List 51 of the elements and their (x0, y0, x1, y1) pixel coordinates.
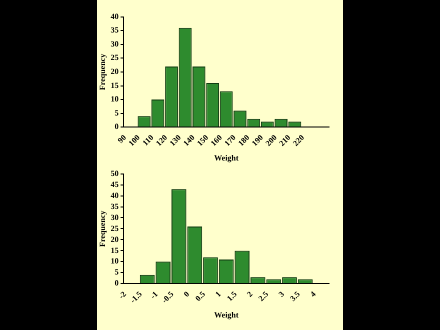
y-tick-label: 35 (110, 202, 119, 211)
x-tick-label: 3.5 (288, 290, 302, 303)
x-axis-title: Weight (214, 310, 239, 320)
y-tick-label: 20 (110, 234, 119, 244)
x-tick-label: 170 (222, 133, 238, 148)
x-tick-label: 3 (276, 290, 286, 299)
y-tick-label: 45 (110, 180, 119, 189)
x-tick-label: 140 (182, 133, 196, 148)
y-tick-label: 0 (114, 278, 119, 288)
x-tick-label: 4 (308, 290, 318, 299)
y-tick-label: 25 (110, 224, 119, 233)
y-tick-label: 25 (110, 53, 119, 62)
y-tick-label: 30 (110, 212, 119, 222)
x-tick-label: 90 (116, 133, 128, 146)
x-tick-label: 2 (245, 290, 254, 299)
y-tick-label: 35 (110, 26, 119, 35)
y-tick-label: 0 (114, 122, 119, 132)
x-axis-title: Weight (214, 153, 239, 162)
x-tick-label: 150 (195, 133, 210, 148)
y-tick-label: 10 (110, 94, 119, 104)
y-axis-title: Frequency (98, 54, 107, 90)
x-tick-label: 210 (277, 133, 292, 148)
x-tick-label: 0.5 (194, 290, 207, 303)
x-tick-label: 120 (154, 133, 170, 148)
x-tick-label: 220 (291, 133, 306, 148)
x-tick-label: 0 (182, 290, 192, 299)
x-tick-label: 160 (208, 133, 224, 148)
x-tick-label: 130 (168, 133, 183, 148)
x-tick-label: -2 (116, 290, 128, 301)
x-tick-label: 2.5 (256, 290, 270, 303)
y-tick-label: 40 (110, 12, 119, 21)
x-tick-label: 100 (126, 133, 142, 148)
x-tick-label: 1 (214, 290, 223, 299)
x-tick-label: -1.5 (128, 290, 144, 305)
y-tick-label: 10 (110, 256, 119, 266)
x-tick-label: 180 (236, 133, 252, 148)
y-axis-title: Frequency (98, 210, 107, 247)
x-tick-label: -0.5 (160, 290, 176, 305)
y-tick-label: 20 (110, 67, 119, 76)
y-tick-label: 40 (110, 190, 119, 200)
x-tick-label: 1.5 (225, 290, 239, 303)
x-tick-label: 110 (140, 133, 156, 148)
y-tick-label: 15 (110, 246, 119, 255)
y-tick-label: 5 (114, 108, 119, 118)
x-tick-label: -1 (148, 290, 160, 301)
y-tick-label: 5 (114, 268, 119, 277)
x-tick-label: 200 (264, 133, 279, 148)
y-tick-label: 15 (110, 80, 119, 90)
x-tick-label: 190 (250, 133, 265, 148)
y-tick-label: 30 (110, 39, 119, 48)
y-tick-label: 50 (110, 168, 119, 178)
